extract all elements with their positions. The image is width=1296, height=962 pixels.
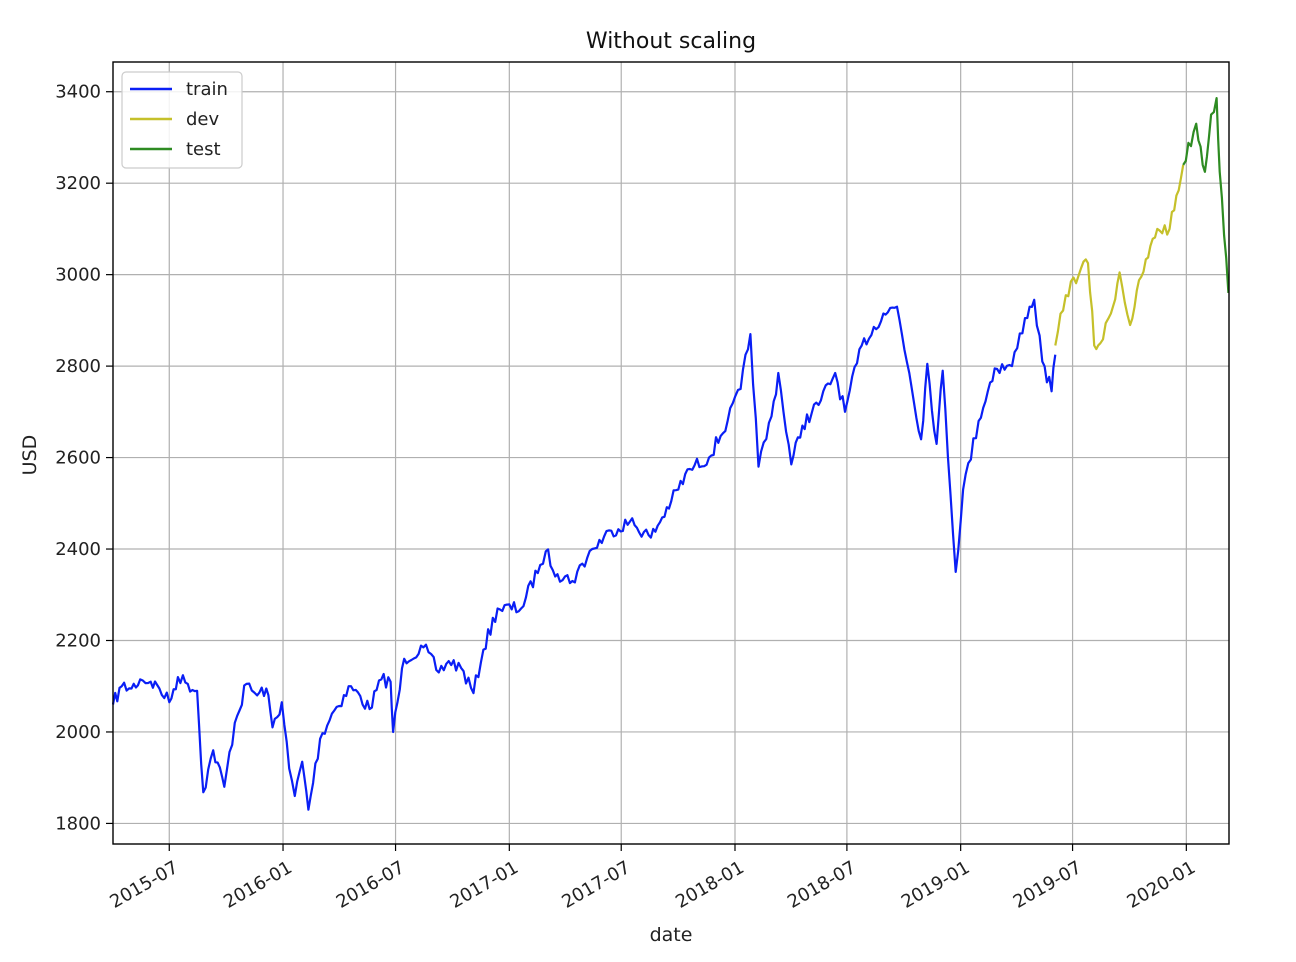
y-axis-title: USD — [19, 435, 41, 476]
y-tick-label: 2000 — [55, 722, 101, 743]
vertical-gridlines — [168, 62, 1187, 844]
horizontal-gridlines — [113, 91, 1229, 825]
legend-label-train: train — [186, 79, 228, 100]
y-tick-label: 3000 — [55, 265, 101, 286]
legend: train dev test — [121, 71, 243, 169]
chart-title: Without scaling — [586, 29, 756, 54]
y-tick-label: 3400 — [55, 82, 101, 103]
x-axis-title: date — [650, 924, 693, 946]
series-line-dev — [1054, 164, 1185, 351]
series-line-test — [1182, 97, 1230, 293]
legend-label-dev: dev — [186, 109, 220, 130]
y-tick-label: 3200 — [55, 173, 101, 194]
y-tick-label: 2200 — [55, 630, 101, 651]
y-tick-label: 2400 — [55, 539, 101, 560]
y-tick-label: 2800 — [55, 356, 101, 377]
legend-box — [121, 71, 243, 169]
series-layer — [111, 97, 1230, 811]
y-tick-label: 1800 — [55, 813, 101, 834]
y-axis: 1800 2000 2200 2400 2600 2800 3000 3200 3400 — [55, 82, 113, 834]
series-line-train — [111, 298, 1057, 811]
legend-label-test: test — [186, 139, 221, 160]
y-tick-label: 2600 — [55, 448, 101, 469]
plot-frame — [112, 61, 1230, 845]
